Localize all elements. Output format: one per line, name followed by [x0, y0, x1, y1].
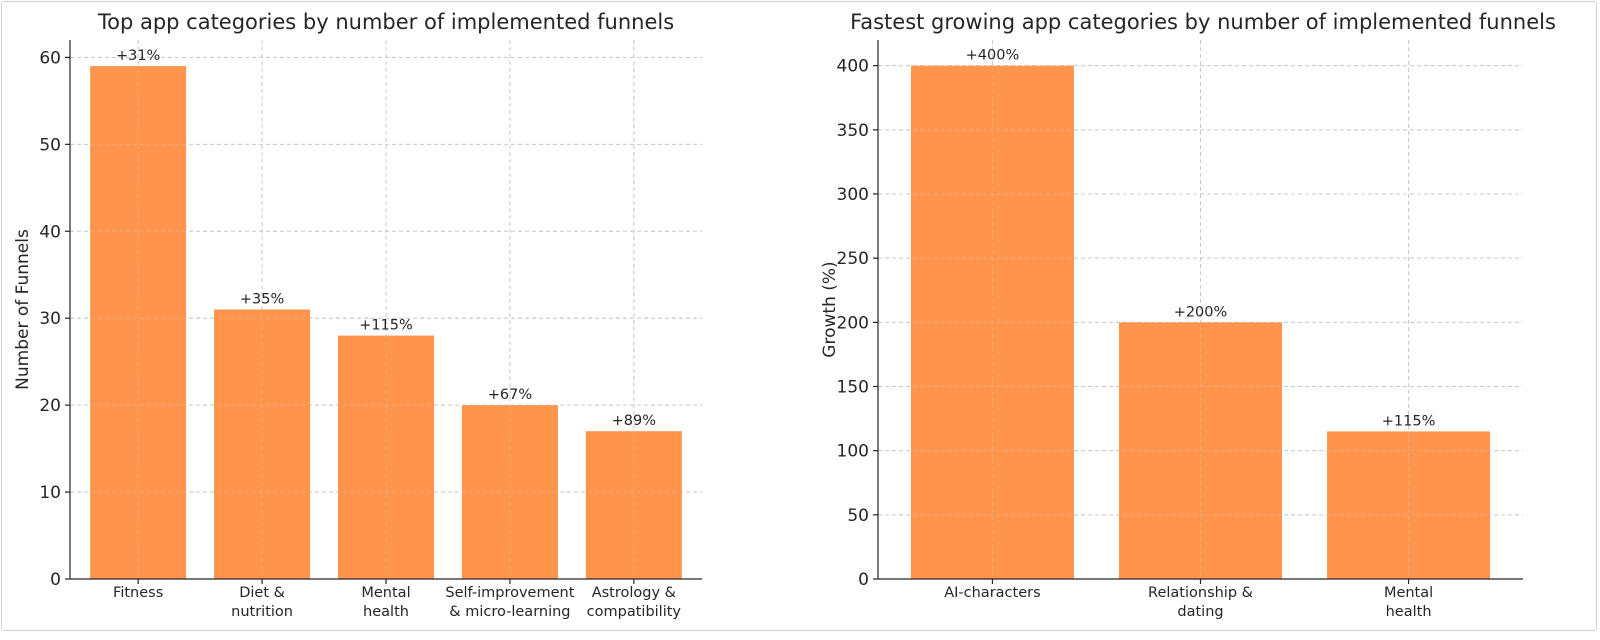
x-tick-label-line: Fitness [113, 585, 163, 601]
data-label: +31% [116, 48, 160, 64]
x-tick-label: Self-improvement & micro-learning [445, 585, 574, 620]
y-axis-label: Growth (%) [820, 261, 840, 357]
data-label: +89% [612, 413, 656, 429]
data-label: +115% [359, 318, 413, 334]
bar-3 [1327, 431, 1491, 579]
x-tick-label: AI-characters [944, 585, 1040, 601]
x-tick-label-line: Astrology & [592, 585, 676, 601]
y-tick-label: 100 [837, 442, 869, 462]
x-tick-label-line: health [1386, 604, 1432, 620]
y-tick-label: 10 [39, 483, 61, 503]
y-tick-label: 60 [39, 48, 61, 68]
x-tick-label-line: dating [1177, 604, 1223, 620]
x-tick-label-line: nutrition [231, 604, 293, 620]
x-tick-label-line: Mental [1384, 585, 1433, 601]
x-tick-label: Astrology & compatibility [587, 585, 682, 620]
chart-1: 0 10 20 30 40 50 60 Fitness Diet & nutrition Menta… [13, 10, 702, 620]
bar-3 [338, 335, 434, 579]
y-tick-label: 50 [847, 506, 869, 526]
y-tick-label: 150 [837, 378, 869, 398]
y-axis-label: Number of Funnels [13, 229, 33, 390]
x-tick-label-line: Relationship & [1148, 585, 1253, 601]
y-tick-label: 50 [39, 135, 61, 155]
x-tick-label-line: health [363, 604, 409, 620]
y-tick-label: 40 [39, 222, 61, 242]
x-tick-label-line: Diet & [239, 585, 285, 601]
bar-2 [214, 309, 311, 579]
bar-5 [585, 431, 682, 579]
x-tick-label-line: Self-improvement [445, 585, 574, 601]
y-tick-label: 0 [50, 570, 61, 590]
data-label: +115% [1382, 413, 1436, 429]
data-label: +200% [1174, 304, 1228, 320]
x-tick-label: Diet & nutrition [231, 585, 293, 620]
bar-1 [910, 65, 1074, 579]
x-tick-label: Mental health [1384, 585, 1433, 620]
x-tick-label-line: Mental [361, 585, 410, 601]
data-label: +67% [488, 387, 532, 403]
chart-title: Top app categories by number of implemen… [97, 10, 674, 34]
x-tick-label-line: AI-characters [944, 585, 1040, 601]
chart-title: Fastest growing app categories by number… [850, 10, 1556, 34]
data-label: +400% [966, 48, 1020, 64]
x-tick-label: Relationship & dating [1148, 585, 1253, 620]
bar-4 [461, 405, 558, 579]
y-tick-label: 20 [39, 396, 61, 416]
bar-1 [90, 66, 187, 580]
chart-2: 0 50 100 150 200 250 300 350 400 AI-characters Rel… [820, 10, 1556, 620]
y-tick-label: 350 [837, 121, 869, 141]
x-tick-label: Mental health [361, 585, 410, 620]
y-tick-label: 200 [837, 313, 869, 333]
y-tick-label: 30 [39, 309, 61, 329]
bar-2 [1119, 322, 1282, 579]
y-tick-label: 0 [858, 570, 869, 590]
y-tick-label: 400 [837, 57, 869, 77]
data-label: +35% [240, 292, 284, 308]
x-tick-label-line: & micro-learning [449, 604, 570, 620]
y-tick-label: 250 [837, 249, 869, 269]
y-tick-label: 300 [837, 185, 869, 205]
x-tick-label: Fitness [113, 585, 163, 601]
x-tick-label-line: compatibility [587, 604, 682, 620]
